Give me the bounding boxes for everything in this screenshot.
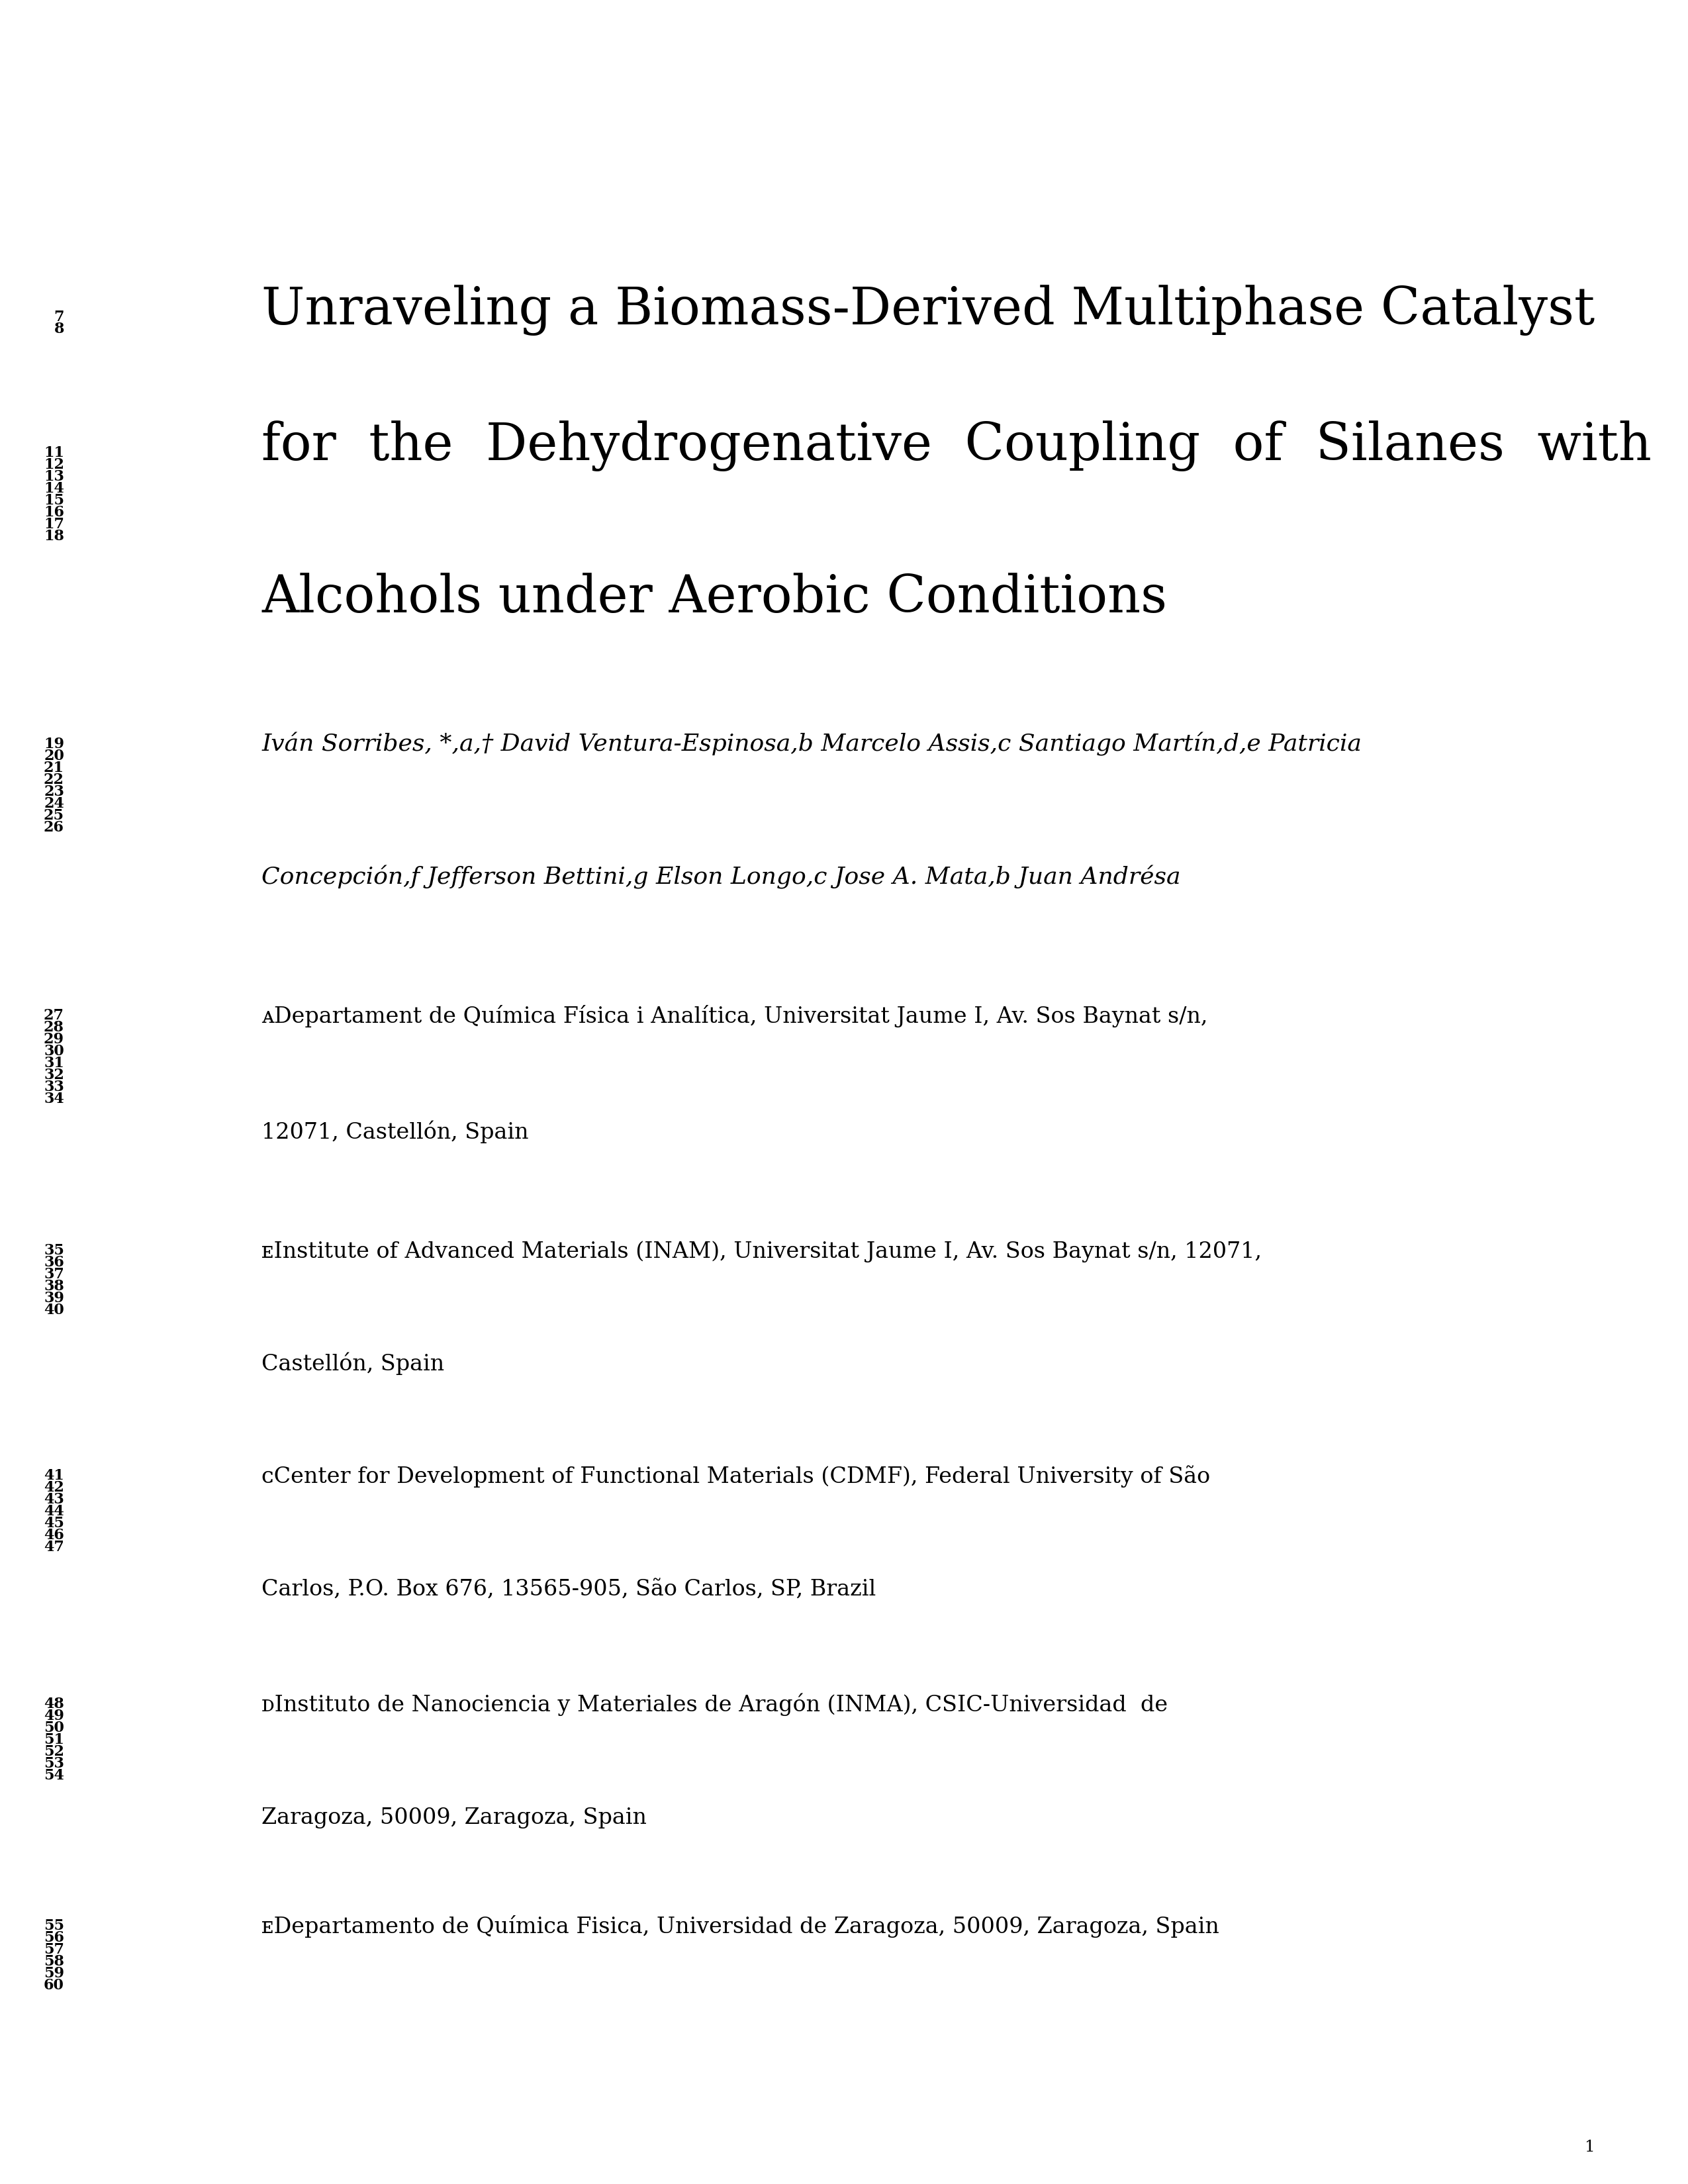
Text: 55: 55 <box>44 1918 64 1933</box>
Text: 11: 11 <box>44 446 64 461</box>
Text: Zaragoza, 50009, Zaragoza, Spain: Zaragoza, 50009, Zaragoza, Spain <box>262 1808 647 1828</box>
Text: 18: 18 <box>44 529 64 544</box>
Text: 39: 39 <box>44 1291 64 1306</box>
Text: 54: 54 <box>44 1769 64 1782</box>
Text: ᴅInstituto de Nanociencia y Materiales de Aragón (INMA), CSIC-Universidad  de: ᴅInstituto de Nanociencia y Materiales d… <box>262 1693 1168 1717</box>
Text: 12071, Castellón, Spain: 12071, Castellón, Spain <box>262 1120 528 1142</box>
Text: 19: 19 <box>44 736 64 751</box>
Text: 50: 50 <box>44 1721 64 1734</box>
Text: 47: 47 <box>44 1540 64 1555</box>
Text: 29: 29 <box>44 1033 64 1046</box>
Text: 15: 15 <box>44 494 64 507</box>
Text: 13: 13 <box>44 470 64 485</box>
Text: 12: 12 <box>44 456 64 472</box>
Text: 30: 30 <box>44 1044 64 1059</box>
Text: 33: 33 <box>44 1079 64 1094</box>
Text: 14: 14 <box>44 480 64 496</box>
Text: 37: 37 <box>44 1267 64 1282</box>
Text: ᴀDepartament de Química Física i Analítica, Universitat Jaume I, Av. Sos Baynat : ᴀDepartament de Química Física i Analíti… <box>262 1005 1209 1026</box>
Text: 17: 17 <box>44 518 64 531</box>
Text: 36: 36 <box>44 1256 64 1269</box>
Text: 51: 51 <box>44 1732 64 1747</box>
Text: 27: 27 <box>44 1009 64 1022</box>
Text: 31: 31 <box>44 1055 64 1070</box>
Text: 23: 23 <box>44 784 64 799</box>
Text: 35: 35 <box>44 1243 64 1258</box>
Text: 16: 16 <box>44 505 64 520</box>
Text: 53: 53 <box>44 1756 64 1771</box>
Text: 58: 58 <box>44 1955 64 1968</box>
Text: 56: 56 <box>44 1931 64 1946</box>
Text: ᴇInstitute of Advanced Materials (INAM), Universitat Jaume I, Av. Sos Baynat s/n: ᴇInstitute of Advanced Materials (INAM),… <box>262 1241 1263 1262</box>
Text: 21: 21 <box>44 760 64 775</box>
Text: 32: 32 <box>44 1068 64 1083</box>
Text: 46: 46 <box>44 1529 64 1542</box>
Text: 8: 8 <box>54 321 64 336</box>
Text: 34: 34 <box>44 1092 64 1107</box>
Text: 7: 7 <box>54 310 64 325</box>
Text: 41: 41 <box>44 1468 64 1483</box>
Text: 1: 1 <box>1585 2140 1595 2156</box>
Text: Alcohols under Aerobic Conditions: Alcohols under Aerobic Conditions <box>262 572 1166 622</box>
Text: 28: 28 <box>44 1020 64 1035</box>
Text: 49: 49 <box>44 1708 64 1723</box>
Text: 25: 25 <box>44 808 64 823</box>
Text: 48: 48 <box>44 1697 64 1712</box>
Text: Carlos, P.O. Box 676, 13565-905, São Carlos, SP, Brazil: Carlos, P.O. Box 676, 13565-905, São Car… <box>262 1579 876 1601</box>
Text: 59: 59 <box>44 1966 64 1981</box>
Text: 42: 42 <box>44 1481 64 1494</box>
Text: Concepción,f Jefferson Bettini,g Elson Longo,c Jose A. Mata,b Juan Andrésa: Concepción,f Jefferson Bettini,g Elson L… <box>262 865 1182 889</box>
Text: 44: 44 <box>44 1505 64 1518</box>
Text: 22: 22 <box>44 773 64 786</box>
Text: ᴄCenter for Development of Functional Materials (CDMF), Federal University of Sã: ᴄCenter for Development of Functional Ma… <box>262 1465 1210 1487</box>
Text: for  the  Dehydrogenative  Coupling  of  Silanes  with: for the Dehydrogenative Coupling of Sila… <box>262 422 1651 472</box>
Text: 52: 52 <box>44 1745 64 1758</box>
Text: Unraveling a Biomass-Derived Multiphase Catalyst: Unraveling a Biomass-Derived Multiphase … <box>262 284 1595 336</box>
Text: Castellón, Spain: Castellón, Spain <box>262 1352 444 1376</box>
Text: 24: 24 <box>44 797 64 810</box>
Text: 38: 38 <box>44 1280 64 1293</box>
Text: 20: 20 <box>44 749 64 762</box>
Text: Iván Sorribes, *,a,† David Ventura-Espinosa,b Marcelo Assis,c Santiago Martín,d,: Iván Sorribes, *,a,† David Ventura-Espin… <box>262 732 1362 756</box>
Text: 40: 40 <box>44 1304 64 1317</box>
Text: 43: 43 <box>44 1492 64 1507</box>
Text: ᴇDepartamento de Química Fisica, Universidad de Zaragoza, 50009, Zaragoza, Spain: ᴇDepartamento de Química Fisica, Univers… <box>262 1915 1219 1937</box>
Text: 57: 57 <box>44 1942 64 1957</box>
Text: 60: 60 <box>44 1979 64 1992</box>
Text: 26: 26 <box>44 821 64 834</box>
Text: 45: 45 <box>44 1516 64 1531</box>
